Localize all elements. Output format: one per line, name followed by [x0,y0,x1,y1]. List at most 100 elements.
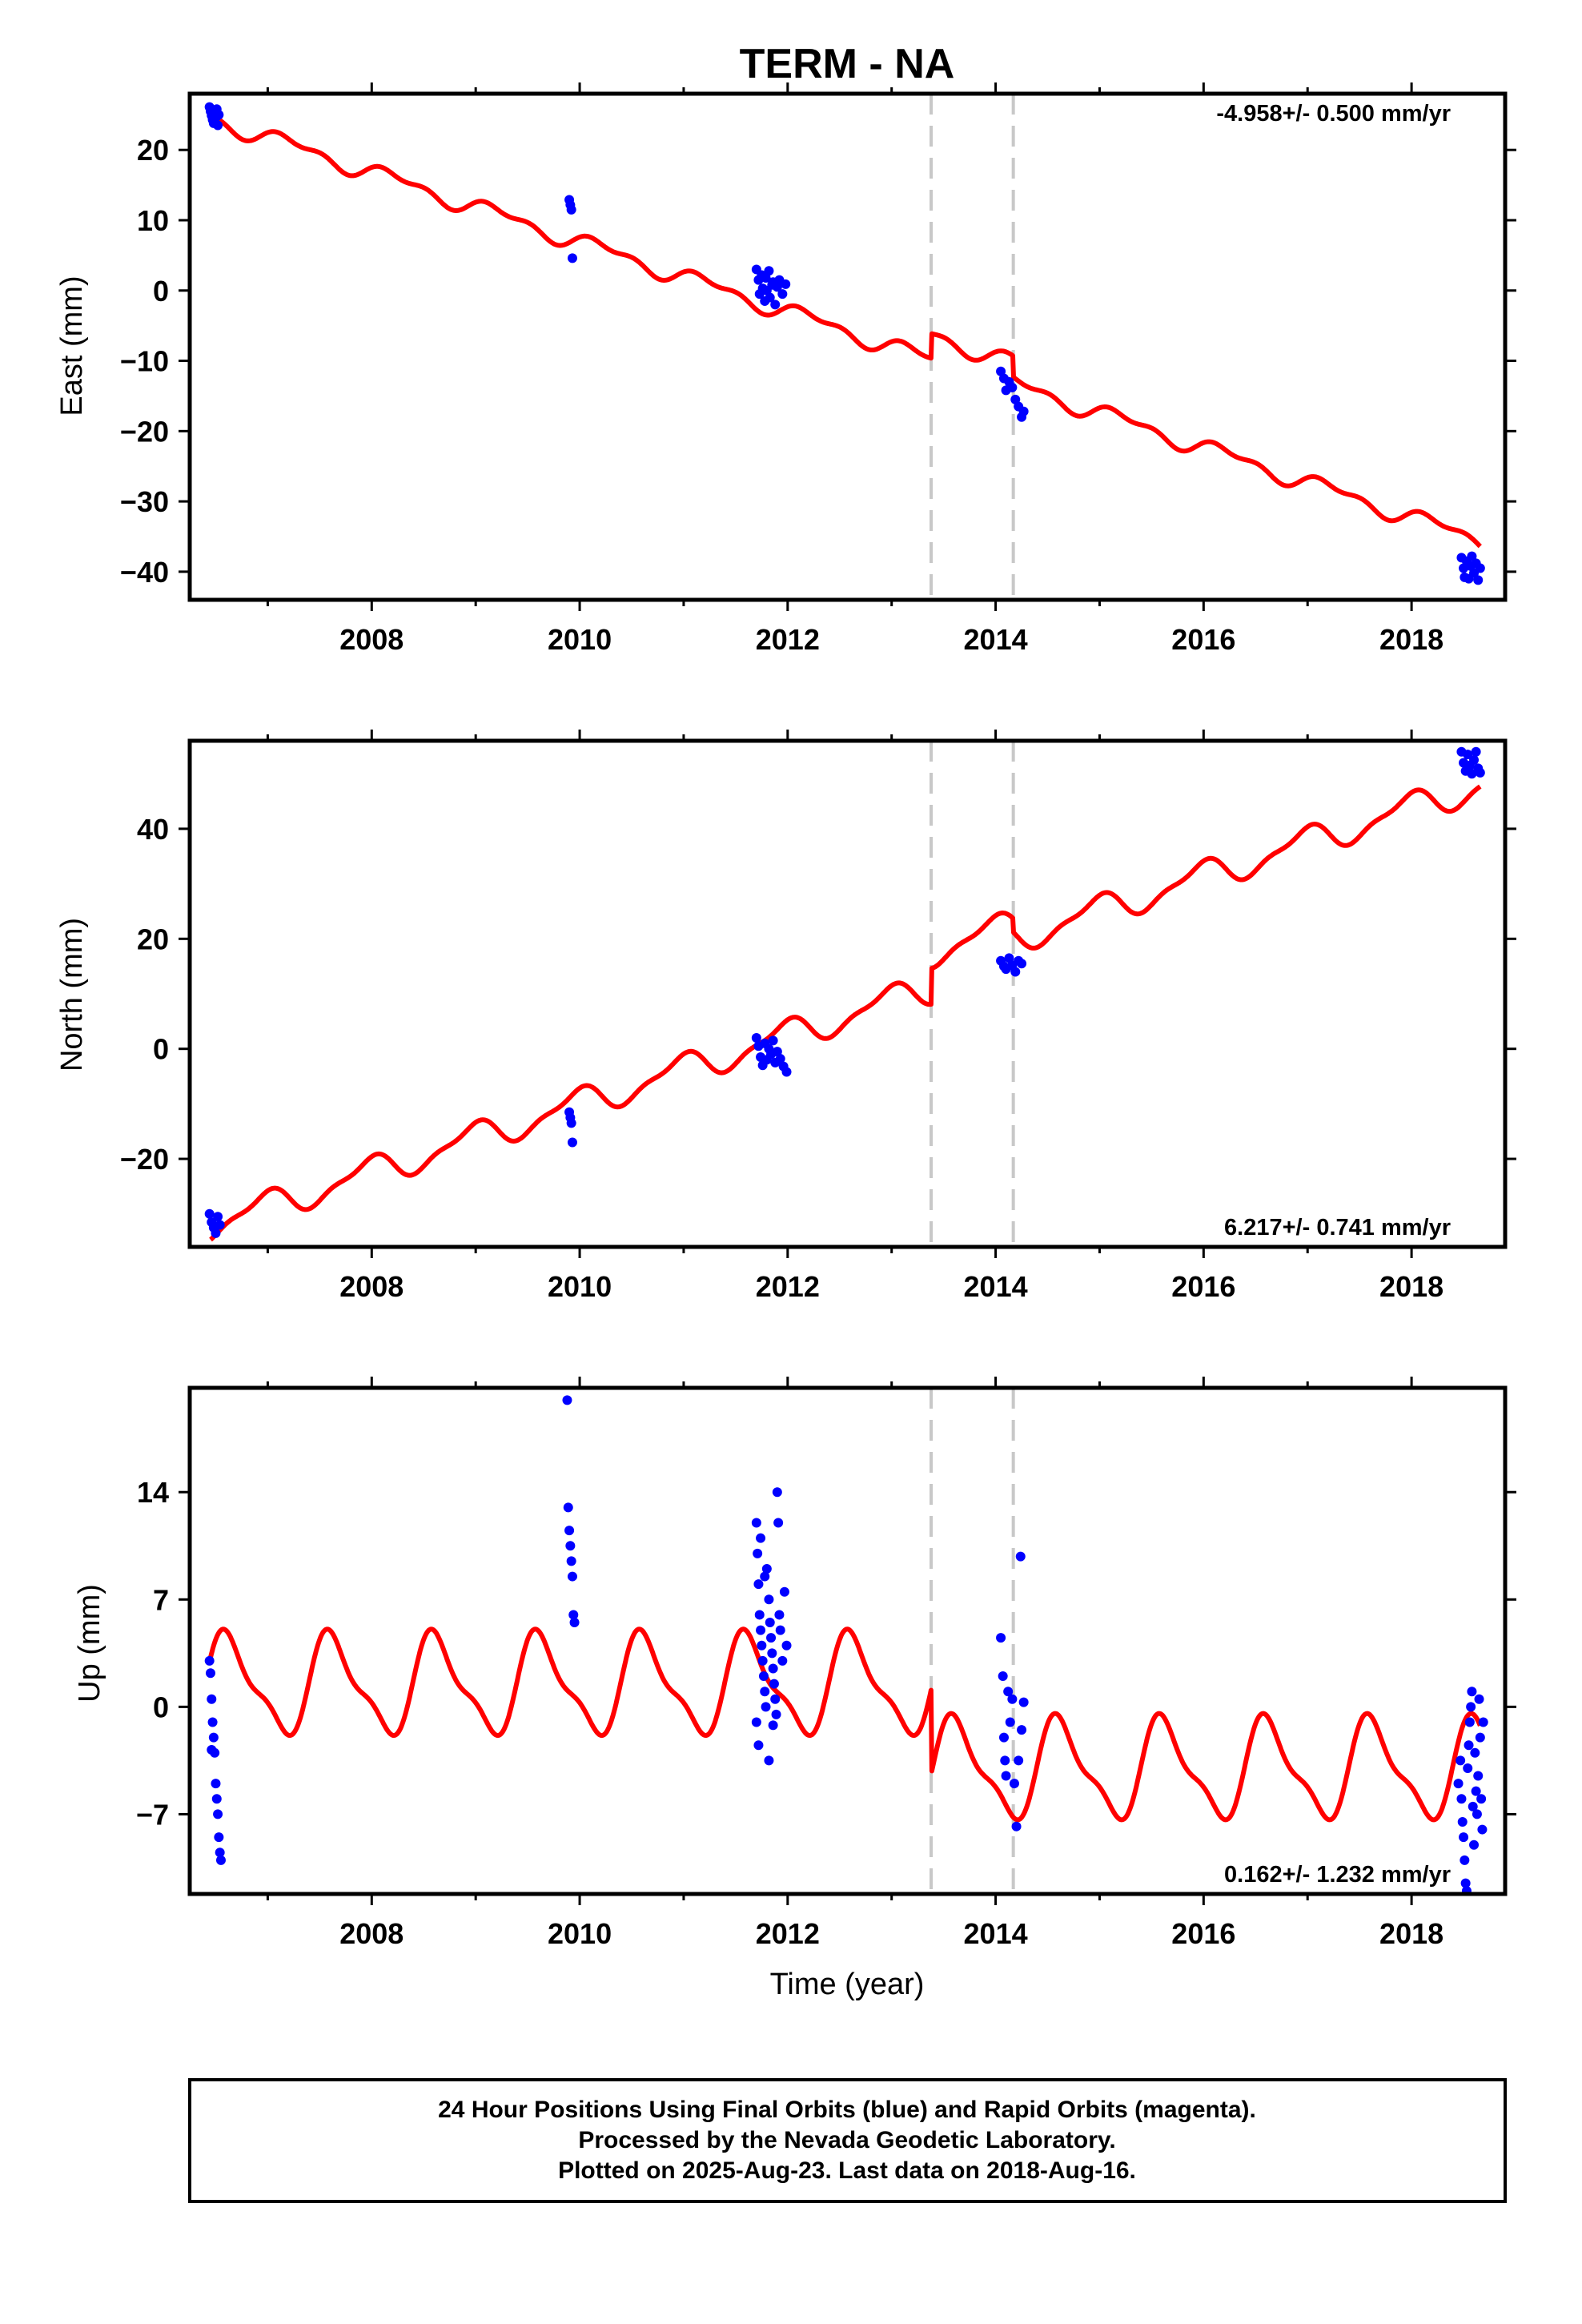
up-x-tick-label-2008: 2008 [339,1917,404,1950]
chart-title: TERM - NA [740,41,955,87]
east-data-point-30 [781,279,791,289]
up-data-point-81 [1469,1839,1480,1850]
north-y-axis-label: North (mm) [55,918,89,1072]
east-data-point-9 [214,110,224,120]
east-panel: East (mm) -4.958+/- 0.500 mm/yr 2008 2010… [55,82,1516,656]
up-data-point-40 [769,1679,779,1689]
east-plot-frame [187,91,1508,602]
up-y-axis-label: Up (mm) [73,1584,106,1703]
north-x-tick-label-2012: 2012 [756,1270,820,1303]
up-data-point-29 [760,1687,770,1697]
up-data-point-90 [1478,1717,1488,1727]
north-data-point-0 [204,1208,215,1219]
up-data-point-61 [1009,1779,1019,1789]
up-data-point-18 [567,1571,577,1582]
north-x-tick-label-2018: 2018 [1379,1270,1443,1303]
up-data-point-26 [757,1640,767,1651]
up-data-point-31 [751,1717,761,1727]
up-data-point-82 [1470,1747,1480,1758]
up-data-point-36 [765,1618,775,1628]
north-data-point-9 [567,1137,577,1148]
up-data-point-55 [998,1732,1009,1743]
east-data-point-13 [567,253,577,263]
north-data-point-37 [1467,769,1477,779]
east-data-point-12 [566,204,576,215]
up-data-point-12 [207,1744,217,1755]
up-data-point-71 [1459,1832,1469,1843]
up-data-point-39 [768,1663,778,1674]
north-x-tick-label-2010: 2010 [548,1270,612,1303]
up-model-curve [208,1626,1483,1823]
north-data-point-29 [1010,967,1021,977]
up-data-point-66 [1018,1697,1029,1707]
up-data-point-30 [761,1702,771,1712]
up-data-point-33 [756,1533,766,1543]
east-x-tick-label-2014: 2014 [964,623,1028,656]
up-data-point-19 [568,1610,579,1620]
east-data-point-35 [1007,382,1018,392]
east-data-point-39 [1018,406,1029,416]
up-x-tick-label-2012: 2012 [756,1917,820,1950]
up-data-point-43 [772,1487,782,1498]
up-data-point-65 [1017,1725,1027,1735]
up-data-point-16 [565,1541,576,1551]
caption-line-1: 24 Hour Positions Using Final Orbits (bl… [438,2097,1256,2123]
north-y-tick-label-3: −20 [120,1143,169,1176]
north-data-point-5 [215,1220,225,1230]
up-data-point-24 [754,1610,765,1620]
up-rate-label: 0.162+/- 1.232 mm/yr [1224,1862,1451,1888]
up-data-point-46 [775,1625,785,1635]
north-data-point-41 [1475,767,1485,778]
north-rate-label: 6.217+/- 0.741 mm/yr [1224,1215,1451,1240]
east-data-point-50 [1475,563,1485,573]
up-data-point-75 [1463,1763,1473,1773]
caption-line-3: Plotted on 2025-Aug-23. Last data on 201… [558,2157,1136,2184]
east-y-tick-label-5: −30 [120,485,169,518]
up-data-point-20 [569,1618,580,1628]
up-y-tick-label-2: 0 [153,1691,169,1723]
caption-line-2: Processed by the Nevada Geodetic Laborat… [578,2127,1115,2153]
up-data-point-57 [1001,1771,1011,1781]
north-x-tick-label-2016: 2016 [1171,1270,1235,1303]
up-data-point-50 [764,1755,774,1766]
up-data-point-77 [1464,1717,1475,1727]
up-data-point-25 [756,1625,766,1635]
up-data-point-10 [215,1848,225,1858]
up-data-point-34 [761,1563,772,1574]
up-data-point-56 [1000,1755,1010,1766]
east-data-point-29 [777,289,788,300]
east-data-point-49 [1473,575,1484,585]
east-y-tick-label-3: −10 [120,345,169,378]
east-data-point-23 [765,292,775,303]
up-data-point-2 [207,1694,217,1704]
up-y-tick-label-0: 14 [137,1476,169,1509]
north-data-point-35 [1463,750,1473,760]
up-data-point-54 [998,1671,1008,1682]
up-x-tick-label-2014: 2014 [964,1917,1028,1950]
up-data-point-11 [215,1855,226,1865]
up-data-point-1 [205,1668,215,1679]
north-data-point-8 [566,1118,576,1128]
up-data-point-51 [768,1720,778,1731]
up-data-point-49 [781,1640,792,1651]
up-data-point-0 [204,1655,215,1666]
up-x-tick-label-2018: 2018 [1379,1917,1443,1950]
up-x-tick-label-2010: 2010 [548,1917,612,1950]
east-y-tick-label-4: −20 [120,415,169,448]
up-data-point-44 [773,1518,784,1528]
up-data-point-9 [214,1832,224,1843]
up-data-point-64 [1015,1551,1026,1562]
up-data-point-59 [1005,1717,1015,1727]
up-data-point-22 [753,1548,763,1558]
up-data-point-84 [1472,1809,1482,1819]
up-data-point-6 [211,1779,221,1789]
up-data-point-27 [757,1655,768,1666]
east-rate-label: -4.958+/- 0.500 mm/yr [1216,101,1451,127]
up-data-point-80 [1468,1801,1478,1811]
up-data-point-86 [1474,1694,1484,1704]
up-data-point-17 [566,1556,576,1566]
up-data-point-21 [751,1518,761,1528]
up-data-point-52 [760,1571,770,1582]
north-data-point-18 [768,1035,778,1046]
